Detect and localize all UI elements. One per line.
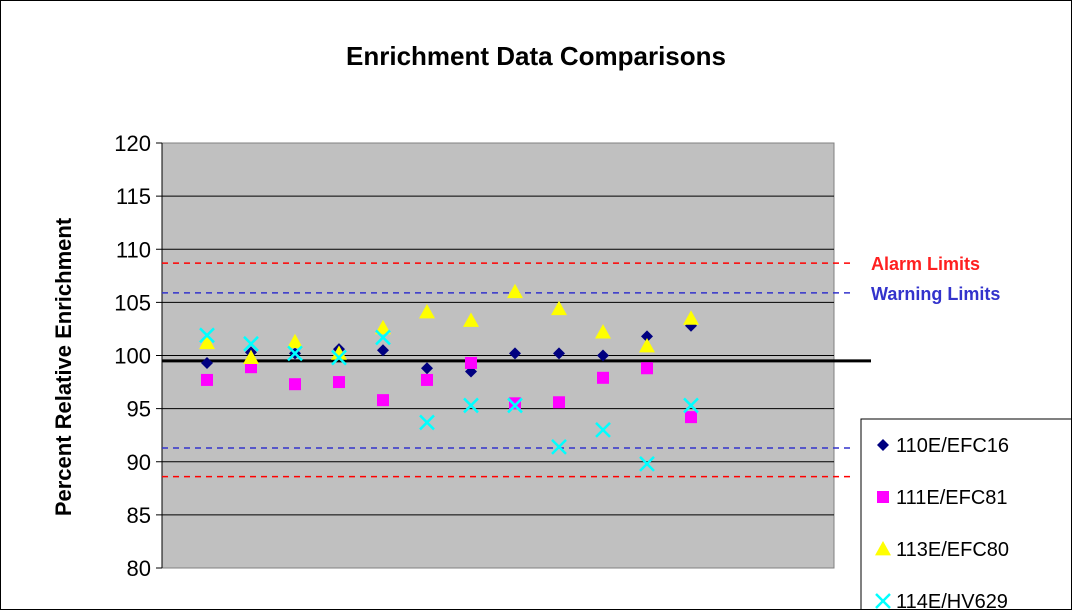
data-point (463, 312, 479, 327)
series-2 (201, 356, 697, 424)
data-point (243, 335, 259, 352)
x-marker-stroke (419, 414, 435, 431)
legend-label: 111E/EFC81 (896, 487, 1008, 509)
data-point (289, 378, 301, 391)
data-point (333, 376, 345, 389)
x-marker-stroke (243, 335, 259, 352)
series-3 (199, 283, 699, 365)
limit-lines: Alarm Limits Warning Limits (162, 254, 1000, 478)
data-point (639, 455, 655, 472)
data-point (375, 329, 391, 346)
data-point (595, 421, 611, 438)
data-point (507, 283, 523, 299)
data-point (377, 344, 389, 357)
legend-marker (877, 439, 889, 451)
data-point (201, 373, 213, 386)
data-point (685, 411, 697, 424)
limit-line-label: Alarm Limits (871, 254, 980, 274)
data-point (287, 333, 303, 349)
x-marker-stroke (875, 593, 891, 609)
data-point (287, 345, 303, 362)
x-marker-stroke (639, 455, 655, 472)
legend-item: 113E/EFC80 (875, 539, 1009, 561)
data-point (595, 324, 611, 339)
gridlines (156, 142, 834, 569)
data-point (551, 438, 567, 455)
y-tick-label: 90 (127, 450, 151, 475)
data-point (331, 345, 347, 360)
legend-item: 111E/EFC81 (877, 487, 1008, 509)
data-point (641, 362, 653, 375)
data-point (245, 361, 257, 374)
data-point (199, 334, 215, 350)
legend-label: 114E/HV629 (896, 591, 1008, 609)
limit-line-label: Warning Limits (871, 284, 1000, 304)
data-point (199, 327, 215, 344)
y-tick-label: 120 (114, 131, 151, 156)
data-point (597, 349, 609, 362)
data-point (421, 362, 433, 375)
data-point (375, 319, 391, 335)
data-point (465, 356, 477, 369)
legend-label: 113E/EFC80 (896, 539, 1009, 561)
y-tick-label: 95 (127, 397, 151, 422)
y-axis-label: Percent Relative Enrichment (51, 217, 76, 516)
y-axis-ticks: 120 115 110 105 100 95 90 85 80 (114, 131, 151, 581)
data-points (199, 283, 699, 472)
data-point (463, 397, 479, 414)
data-point (551, 300, 567, 316)
y-tick-label: 105 (114, 290, 151, 315)
y-tick-label: 110 (116, 237, 151, 262)
y-tick-label: 115 (116, 184, 151, 209)
x-marker-stroke (595, 421, 611, 438)
x-marker-stroke (287, 345, 303, 362)
data-point (641, 330, 653, 343)
data-point (597, 371, 609, 384)
data-point (509, 347, 521, 360)
data-point (553, 396, 565, 409)
data-point (419, 303, 435, 319)
data-point (377, 394, 389, 407)
legend-marker (875, 593, 891, 609)
x-marker-stroke (507, 397, 523, 414)
x-marker-stroke (551, 438, 567, 455)
data-point (331, 349, 347, 366)
data-point (243, 349, 259, 365)
y-tick-label: 80 (127, 556, 151, 581)
legend-marker (877, 491, 889, 503)
series-4 (199, 327, 699, 472)
data-point (419, 414, 435, 431)
legend-marker (875, 541, 891, 556)
data-point (683, 310, 699, 325)
x-marker-stroke (375, 329, 391, 346)
legend-item: 110E/EFC16 (877, 435, 1009, 457)
legend-item: 114E/HV629 (875, 591, 1008, 609)
data-point (639, 337, 655, 353)
data-point (507, 397, 523, 414)
legend: 110E/EFC16 111E/EFC81 113E/EFC80 114E/HV629 (860, 418, 1071, 609)
data-point (683, 397, 699, 414)
y-tick-label: 100 (114, 344, 151, 369)
data-point (553, 347, 565, 360)
x-marker-stroke (199, 327, 215, 344)
x-marker-stroke (683, 397, 699, 414)
x-marker-stroke (463, 397, 479, 414)
y-tick-label: 85 (127, 503, 151, 528)
legend-label: 110E/EFC16 (896, 435, 1009, 457)
x-marker-stroke (331, 349, 347, 366)
legend-box (860, 418, 1071, 609)
data-point (421, 373, 433, 386)
data-point (201, 356, 213, 369)
chart-title: Enrichment Data Comparisons (346, 41, 726, 71)
data-point (509, 397, 521, 410)
